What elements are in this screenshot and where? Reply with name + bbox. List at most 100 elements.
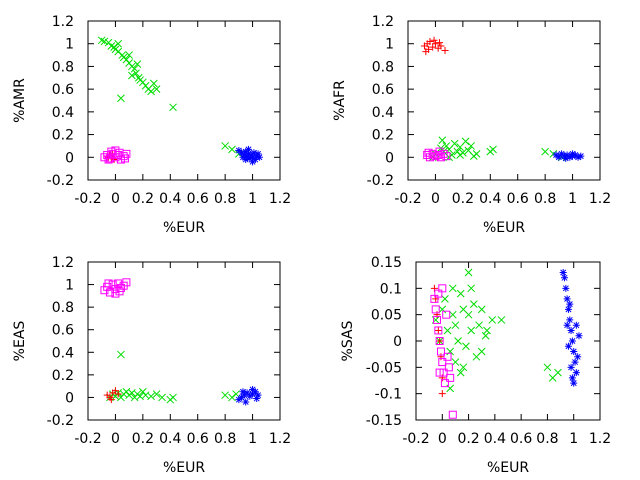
x-tick-label: -0.2 — [394, 191, 421, 207]
data-point — [555, 153, 563, 161]
data-point — [422, 48, 430, 56]
data-point — [121, 154, 130, 163]
x-tick-label: 0.4 — [159, 431, 181, 447]
data-point — [244, 145, 252, 153]
y-tick-label: 0.4 — [372, 105, 394, 121]
x-axis-title: %EUR — [487, 460, 529, 476]
data-point — [244, 150, 252, 158]
data-point — [446, 347, 455, 356]
y-tick-label: 0 — [393, 334, 402, 350]
data-point — [575, 332, 583, 340]
data-point — [104, 155, 113, 164]
data-point — [221, 391, 229, 400]
data-point — [446, 373, 455, 382]
data-point — [435, 147, 444, 156]
data-point — [169, 103, 177, 112]
y-tick-label: 0.4 — [52, 345, 74, 361]
data-point — [467, 326, 476, 335]
x-tick-label: 1.2 — [589, 191, 611, 207]
data-point — [438, 136, 447, 145]
data-point — [567, 363, 575, 371]
y-axis-title: %SAS — [340, 320, 356, 361]
x-tick-label: 0 — [111, 431, 120, 447]
x-tick-label: 1.2 — [269, 431, 291, 447]
data-point — [569, 150, 577, 158]
data-point — [437, 353, 445, 361]
data-point — [481, 331, 490, 340]
data-point — [108, 280, 117, 289]
data-point — [242, 398, 250, 406]
y-tick-label: 0.6 — [52, 323, 74, 339]
data-point — [489, 145, 497, 154]
data-point — [477, 347, 486, 356]
data-point — [114, 390, 122, 398]
data-point — [568, 374, 576, 382]
data-point — [97, 36, 106, 45]
y-tick-label: 0.6 — [372, 82, 394, 98]
data-point — [571, 358, 579, 366]
data-point — [243, 389, 251, 397]
data-point — [152, 390, 161, 398]
data-point — [149, 79, 158, 88]
data-point — [253, 152, 261, 160]
data-point — [570, 348, 578, 356]
data-point — [572, 369, 580, 377]
data-point — [114, 39, 123, 48]
data-point — [128, 71, 136, 80]
data-point — [147, 87, 155, 96]
data-point — [243, 153, 251, 161]
x-tick-label: 1 — [568, 191, 577, 207]
y-tick-label: 0 — [65, 150, 74, 166]
data-point — [442, 152, 451, 161]
plot-area — [420, 36, 585, 162]
y-tick-label: 1.2 — [52, 14, 74, 30]
x-axis-title: %EUR — [163, 220, 205, 236]
y-tick-label: 0.8 — [52, 300, 74, 316]
data-point — [111, 289, 120, 298]
y-tick-label: 0 — [385, 150, 394, 166]
y-tick-label: -0.2 — [47, 413, 74, 429]
data-point — [439, 149, 448, 158]
data-point — [250, 149, 258, 157]
data-point — [117, 350, 125, 359]
x-tick-label: 0 — [431, 191, 440, 207]
y-tick-label: 0.05 — [371, 308, 402, 324]
data-point — [254, 150, 262, 158]
y-tick-label: 0.8 — [52, 59, 74, 75]
x-tick-label: -0.2 — [74, 191, 101, 207]
data-point — [125, 51, 133, 59]
data-point — [561, 274, 569, 282]
data-point — [254, 391, 262, 399]
y-tick-label: 0.15 — [371, 255, 402, 271]
data-point — [111, 285, 120, 294]
plot-frame — [87, 261, 281, 421]
data-point — [567, 326, 575, 334]
data-point — [446, 384, 455, 393]
x-tick-label: 0 — [111, 191, 120, 207]
data-point — [443, 352, 452, 361]
data-point — [459, 363, 468, 372]
subplot-3: -0.2 0 0.2 0.4 0.6 0.8 1 1.2-0.200.20.40.60.811… — [12, 255, 291, 476]
data-point — [572, 321, 580, 329]
data-point — [488, 316, 497, 324]
data-point — [158, 393, 166, 402]
data-point — [228, 393, 236, 402]
y-tick-label: -0.2 — [367, 173, 394, 189]
data-point — [451, 358, 460, 366]
data-point — [115, 287, 124, 296]
data-point — [437, 42, 445, 50]
data-point — [563, 295, 571, 303]
x-tick-label: 0.6 — [507, 191, 529, 207]
data-point — [147, 392, 155, 401]
data-point — [221, 142, 229, 150]
y-tick-label: 0.4 — [52, 105, 74, 121]
x-tick-label: 1.2 — [269, 191, 291, 207]
plot-area — [97, 36, 263, 166]
data-point — [436, 347, 445, 356]
x-tick-label: 0.4 — [484, 431, 506, 447]
data-point — [115, 148, 124, 157]
y-tick-label: 0 — [65, 390, 74, 406]
y-tick-label: 0.2 — [52, 128, 74, 144]
data-point — [450, 139, 459, 148]
data-point — [443, 326, 452, 335]
